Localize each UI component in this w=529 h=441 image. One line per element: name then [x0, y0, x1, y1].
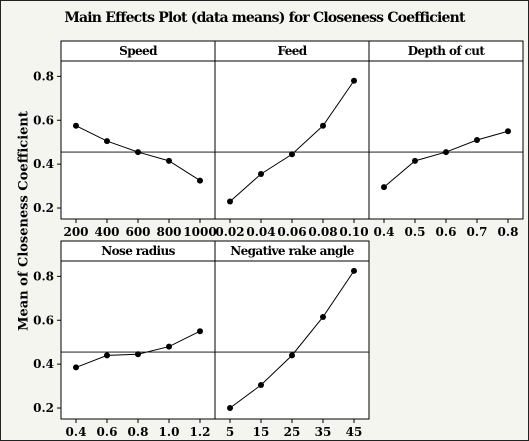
- data-point: [320, 122, 326, 129]
- x-tick-label: 0.02: [215, 225, 244, 239]
- x-tick-label: 0.8: [128, 425, 149, 439]
- panel-header: [214, 240, 370, 262]
- x-tick-label: 15: [253, 425, 270, 439]
- x-tick-label: 1.2: [190, 425, 211, 439]
- y-tick-label: 0.8: [33, 269, 54, 283]
- x-tick-label: 0.4: [66, 425, 87, 439]
- x-tick-label: 800: [156, 225, 181, 239]
- data-point: [104, 138, 110, 145]
- y-tick-label: 0.4: [33, 157, 54, 171]
- data-point: [197, 328, 203, 335]
- x-tick-label: 0.5: [405, 225, 426, 239]
- x-tick-label: 0.6: [97, 425, 118, 439]
- data-point: [135, 351, 141, 358]
- y-tick-label: 0.8: [33, 69, 54, 83]
- data-point: [258, 381, 264, 388]
- data-point: [351, 267, 357, 274]
- x-tick-label: 25: [284, 425, 301, 439]
- panel-negative-rake-angle: Negative rake angle 5 15 25 35 45: [214, 240, 370, 439]
- y-tick-label: 0.4: [33, 357, 54, 371]
- panel-depth-of-cut: Depth of cut 0.4 0.5 0.6 0.7 0.8: [368, 40, 524, 239]
- panel-plot-background: [60, 260, 216, 420]
- x-tick-label: 0.08: [308, 225, 337, 239]
- panel-feed: Feed 0.02 0.04 0.06 0.08 0.10: [214, 40, 370, 239]
- data-point: [197, 177, 203, 184]
- panel-title: Feed: [277, 44, 307, 58]
- data-point: [443, 149, 449, 156]
- y-tick-label: 0.6: [33, 313, 54, 327]
- data-point: [381, 184, 387, 191]
- chart-title: Main Effects Plot (data means) for Close…: [64, 10, 465, 26]
- panel-title: Depth of cut: [408, 44, 486, 58]
- y-tick-label: 0.6: [33, 113, 54, 127]
- x-tick-label: 600: [125, 225, 150, 239]
- panel-plot-background: [60, 60, 216, 220]
- panel-plot-background: [368, 60, 524, 220]
- x-tick-label: 200: [63, 225, 88, 239]
- x-tick-label: 0.6: [436, 225, 457, 239]
- data-point: [166, 343, 172, 350]
- data-point: [258, 171, 264, 178]
- panel-title: Speed: [119, 44, 158, 58]
- data-point: [73, 364, 79, 371]
- y-tick-label: 0.2: [33, 201, 54, 215]
- panel-plot-background: [214, 60, 370, 220]
- panel-title: Negative rake angle: [230, 244, 355, 258]
- x-tick-label: 0.04: [246, 225, 275, 239]
- data-point: [505, 128, 511, 135]
- x-tick-label: 1000: [183, 225, 216, 239]
- x-tick-label: 5: [226, 425, 234, 439]
- data-point: [135, 149, 141, 156]
- data-point: [320, 313, 326, 320]
- data-point: [474, 137, 480, 143]
- data-point: [227, 405, 233, 412]
- x-tick-label: 0.4: [374, 225, 395, 239]
- panel-title: Nose radius: [101, 244, 175, 258]
- data-point: [104, 352, 110, 359]
- panel-plot-background: [214, 260, 370, 420]
- data-point: [289, 151, 295, 158]
- data-point: [351, 77, 357, 84]
- x-tick-label: 1.0: [159, 425, 180, 439]
- data-point: [227, 198, 233, 205]
- panel-header: [368, 40, 524, 62]
- x-tick-label: 0.8: [498, 225, 519, 239]
- data-point: [73, 122, 79, 129]
- panel-nose-radius: Nose radius 0.4 0.6 0.8 1.0 1.2 0.2 0.4 0.6 0.8: [33, 240, 216, 439]
- x-tick-label: 0.7: [467, 225, 488, 239]
- x-tick-label: 0.06: [277, 225, 306, 239]
- panel-speed: Speed 200 400 600 800 1000 0.2 0.4 0.6 0.8: [33, 40, 217, 239]
- y-tick-label: 0.2: [33, 401, 54, 415]
- x-tick-label: 35: [315, 425, 332, 439]
- x-tick-label: 400: [94, 225, 119, 239]
- data-point: [289, 352, 295, 359]
- x-tick-label: 0.10: [339, 225, 368, 239]
- x-tick-label: 45: [346, 425, 363, 439]
- data-point: [166, 157, 172, 164]
- data-point: [412, 157, 418, 164]
